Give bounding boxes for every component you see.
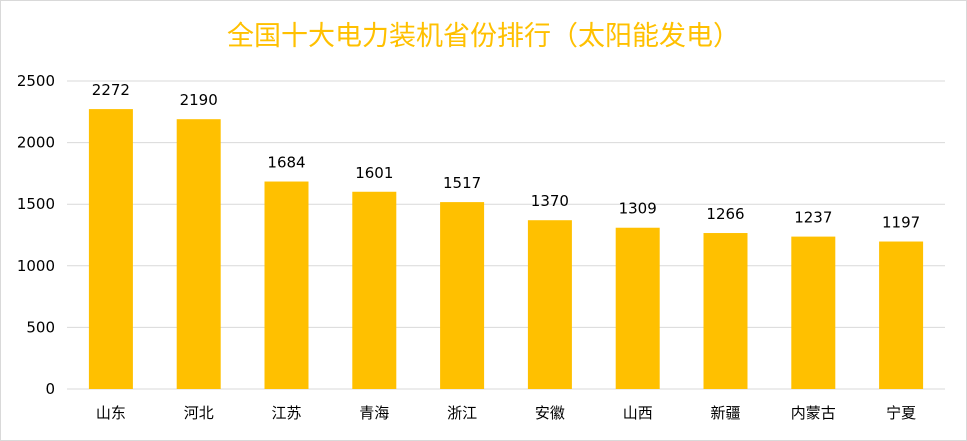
bar xyxy=(440,202,485,389)
bar xyxy=(88,109,133,389)
bar xyxy=(615,227,660,389)
data-label: 1266 xyxy=(706,205,744,223)
y-tick-label: 0 xyxy=(45,380,55,398)
bar xyxy=(352,191,397,389)
x-tick-label: 山西 xyxy=(623,404,653,422)
x-tick-label: 内蒙古 xyxy=(791,404,836,422)
data-label: 1517 xyxy=(443,174,481,192)
y-tick-label: 1000 xyxy=(17,257,55,275)
x-tick-label: 河北 xyxy=(184,404,214,422)
y-tick-label: 1500 xyxy=(17,195,55,213)
data-label: 1601 xyxy=(355,164,393,182)
x-tick-label: 宁夏 xyxy=(886,404,916,422)
x-tick-label: 青海 xyxy=(359,404,389,422)
bar xyxy=(264,181,309,389)
bar xyxy=(527,220,572,389)
chart-title: 全国十大电力装机省份排行（太阳能发电） xyxy=(227,21,740,52)
data-label: 1370 xyxy=(531,192,569,210)
data-label: 1309 xyxy=(619,200,657,218)
y-tick-label: 500 xyxy=(26,318,55,336)
x-tick-label: 安徽 xyxy=(535,404,565,422)
data-label: 1197 xyxy=(882,214,920,232)
x-tick-label: 江苏 xyxy=(271,404,301,422)
data-label: 2272 xyxy=(92,81,130,99)
x-tick-label: 山东 xyxy=(96,404,126,422)
data-label: 2190 xyxy=(180,91,218,109)
data-label: 1684 xyxy=(267,154,305,172)
bar xyxy=(703,233,748,389)
y-tick-label: 2500 xyxy=(17,72,55,90)
bar xyxy=(879,241,924,389)
bar xyxy=(176,119,221,389)
data-label: 1237 xyxy=(794,209,832,227)
x-tick-label: 新疆 xyxy=(710,404,740,422)
y-tick-label: 2000 xyxy=(17,134,55,152)
bar xyxy=(791,236,836,389)
x-tick-label: 浙江 xyxy=(447,404,477,422)
